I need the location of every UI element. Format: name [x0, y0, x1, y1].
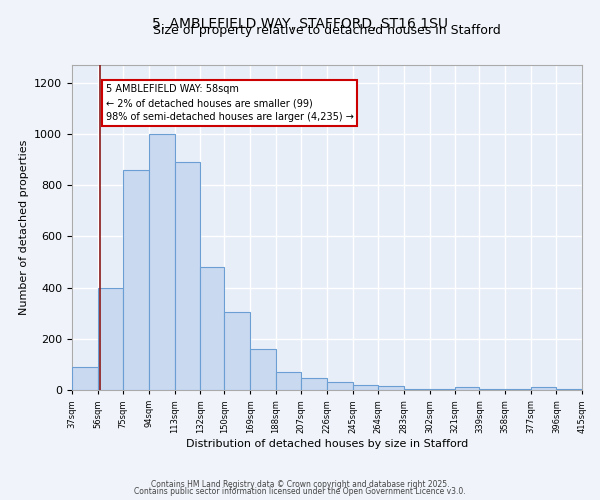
Bar	[250, 349, 276, 390]
Bar	[123, 170, 149, 390]
Bar	[98, 288, 123, 390]
Title: Size of property relative to detached houses in Stafford: Size of property relative to detached ho…	[153, 24, 501, 38]
Text: 5, AMBLEFIELD WAY, STAFFORD, ST16 1SU: 5, AMBLEFIELD WAY, STAFFORD, ST16 1SU	[152, 18, 448, 32]
Bar	[301, 378, 327, 390]
Text: Contains public sector information licensed under the Open Government Licence v3: Contains public sector information licen…	[134, 487, 466, 496]
Bar	[404, 388, 430, 390]
Y-axis label: Number of detached properties: Number of detached properties	[19, 140, 29, 315]
X-axis label: Distribution of detached houses by size in Stafford: Distribution of detached houses by size …	[186, 438, 468, 448]
Bar	[378, 386, 404, 390]
Bar	[556, 388, 582, 390]
Bar	[276, 372, 301, 390]
Bar	[224, 312, 250, 390]
Bar	[327, 382, 353, 390]
Bar	[72, 367, 98, 390]
Bar	[200, 267, 224, 390]
Bar	[175, 162, 200, 390]
Text: 5 AMBLEFIELD WAY: 58sqm
← 2% of detached houses are smaller (99)
98% of semi-det: 5 AMBLEFIELD WAY: 58sqm ← 2% of detached…	[106, 84, 353, 122]
Bar	[149, 134, 175, 390]
Bar	[505, 388, 531, 390]
Text: Contains HM Land Registry data © Crown copyright and database right 2025.: Contains HM Land Registry data © Crown c…	[151, 480, 449, 489]
Bar	[479, 388, 505, 390]
Bar	[455, 388, 479, 390]
Bar	[353, 385, 378, 390]
Bar	[531, 388, 556, 390]
Bar	[430, 388, 455, 390]
